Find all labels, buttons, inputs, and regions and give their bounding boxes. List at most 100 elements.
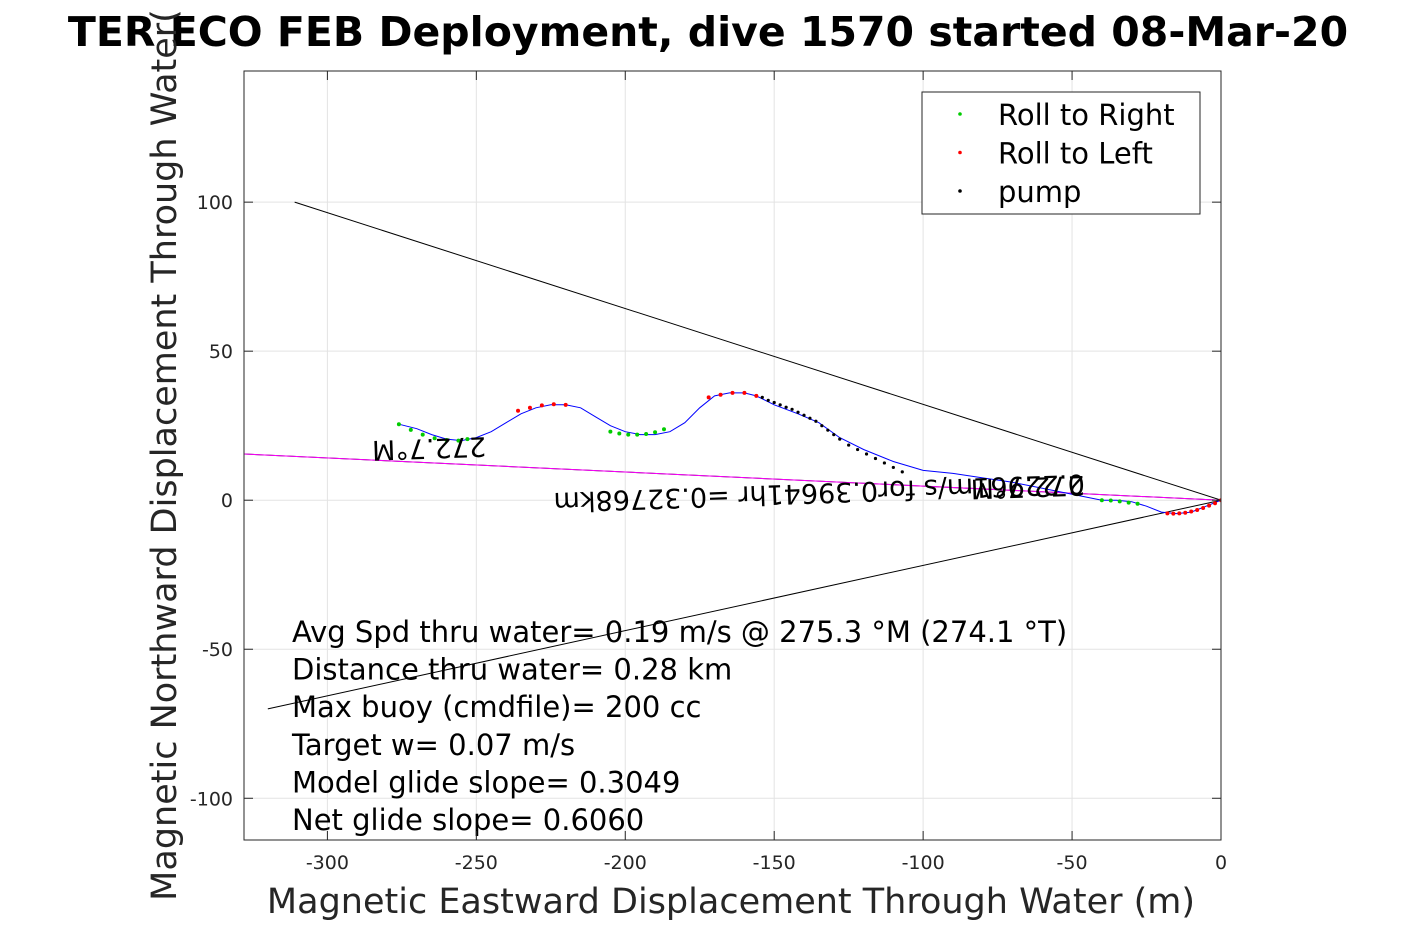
- legend: Roll to Right Roll to Left pump: [921, 91, 1201, 215]
- roll-right-point: [653, 430, 658, 435]
- roll-right-point: [456, 438, 461, 443]
- stats-line: Max buoy (cmdfile)= 200 cc: [292, 690, 701, 724]
- legend-marker: [958, 112, 962, 116]
- roll-right-point: [617, 431, 622, 436]
- pump-point: [796, 410, 800, 414]
- chart-title: TER ECO FEB Deployment, dive 1570 starte…: [68, 8, 1348, 56]
- x-tick-label: -300: [306, 852, 349, 874]
- roll-left-point: [1171, 511, 1176, 516]
- x-axis-label: Magnetic Eastward Displacement Through W…: [267, 882, 1195, 922]
- roll-left-point: [1195, 508, 1200, 513]
- reference-line: [267, 499, 1221, 710]
- roll-left-point: [1207, 503, 1212, 508]
- roll-left-point: [730, 390, 735, 395]
- roll-right-point: [1108, 498, 1113, 503]
- stats-text: Avg Spd thru water= 0.19 m/s @ 275.3 °M …: [291, 615, 1067, 837]
- stats-line: Net glide slope= 0.6060: [292, 803, 644, 837]
- legend-label: Roll to Right: [998, 98, 1175, 132]
- y-tick-label: -100: [190, 788, 233, 810]
- grid: [244, 71, 1222, 840]
- reference-lines: [244, 201, 1221, 710]
- roll-left-point: [1177, 511, 1182, 516]
- pump-point: [802, 413, 806, 417]
- pump-point: [766, 398, 770, 402]
- pump-point: [820, 424, 824, 428]
- pump-point: [778, 403, 782, 407]
- pump-point: [864, 452, 869, 456]
- roll-right-point: [396, 422, 401, 427]
- roll-right-point: [1126, 500, 1131, 505]
- roll-left-point: [718, 392, 723, 397]
- pump-point: [838, 437, 842, 441]
- y-tick-label: 100: [197, 192, 233, 214]
- x-tick-label: 0: [1215, 852, 1227, 874]
- roll-right-point: [444, 438, 449, 443]
- roll-right-point: [644, 432, 649, 437]
- roll-left-point: [563, 402, 568, 407]
- stats-line: Distance thru water= 0.28 km: [292, 653, 732, 687]
- x-tick-label: -50: [1057, 852, 1088, 874]
- roll-right-point: [1135, 501, 1140, 506]
- heading-annotation: 272.7°M: [371, 430, 486, 465]
- roll-left-point: [527, 405, 532, 410]
- pump-point: [772, 400, 776, 405]
- x-tick-label: -100: [902, 852, 945, 874]
- roll-right-point: [1099, 498, 1104, 503]
- roll-left-point: [1189, 509, 1194, 514]
- data-points: [396, 390, 1221, 516]
- legend-marker: [958, 189, 962, 193]
- pump-point: [882, 461, 887, 465]
- pump-point: [900, 470, 904, 474]
- roll-left-point: [1165, 511, 1170, 516]
- legend-label: pump: [998, 175, 1081, 209]
- roll-left-point: [539, 403, 544, 408]
- roll-left-point: [742, 390, 747, 395]
- y-axis-label: Magnetic Northward Displacement Through …: [145, 9, 185, 901]
- legend-label: Roll to Left: [998, 137, 1153, 171]
- roll-right-point: [408, 427, 413, 432]
- y-tick-label: 50: [209, 341, 233, 363]
- x-tick-label: -150: [753, 852, 796, 874]
- pump-point: [790, 407, 794, 411]
- pump-point: [760, 395, 764, 399]
- y-tick-label: -50: [202, 639, 233, 661]
- pump-point: [826, 428, 830, 432]
- roll-right-point: [1117, 499, 1122, 504]
- roll-left-point: [1213, 501, 1218, 506]
- plot-frame: [243, 70, 1222, 841]
- roll-right-point: [661, 427, 666, 432]
- pump-point: [784, 405, 788, 409]
- roll-right-point: [432, 436, 437, 441]
- reference-line: [294, 201, 1221, 501]
- roll-right-point: [626, 432, 631, 437]
- roll-left-point: [754, 393, 759, 398]
- stats-line: Target w= 0.07 m/s: [291, 728, 575, 762]
- roll-left-point: [516, 408, 521, 413]
- pump-point: [891, 465, 895, 470]
- roll-left-point: [551, 402, 556, 407]
- legend-marker: [958, 150, 962, 155]
- roll-right-point: [465, 437, 470, 442]
- roll-left-point: [1201, 505, 1206, 510]
- pump-point: [814, 419, 818, 423]
- pump-point: [808, 416, 812, 420]
- roll-left-point: [1183, 510, 1188, 515]
- roll-right-point: [635, 432, 640, 437]
- pump-point: [847, 443, 851, 447]
- x-tick-label: -250: [455, 852, 498, 874]
- x-tick-label: -200: [604, 852, 647, 874]
- stats-line: Model glide slope= 0.3049: [292, 765, 680, 799]
- roll-left-point: [706, 395, 711, 400]
- pump-point: [832, 433, 836, 437]
- heading-annotation: 272.7°M: [970, 469, 1085, 504]
- axis-ticks: -300 -250 -200 -150 -100 -50 0 -100 -50 0 50 100: [190, 71, 1227, 874]
- roll-right-point: [420, 432, 425, 437]
- pump-point: [873, 456, 878, 461]
- roll-right-point: [608, 429, 613, 434]
- reference-line: [244, 453, 1221, 501]
- y-tick-label: 0: [221, 490, 233, 512]
- stats-line: Avg Spd thru water= 0.19 m/s @ 275.3 °M …: [292, 615, 1067, 649]
- pump-point: [856, 447, 860, 452]
- legend-box: [921, 91, 1201, 215]
